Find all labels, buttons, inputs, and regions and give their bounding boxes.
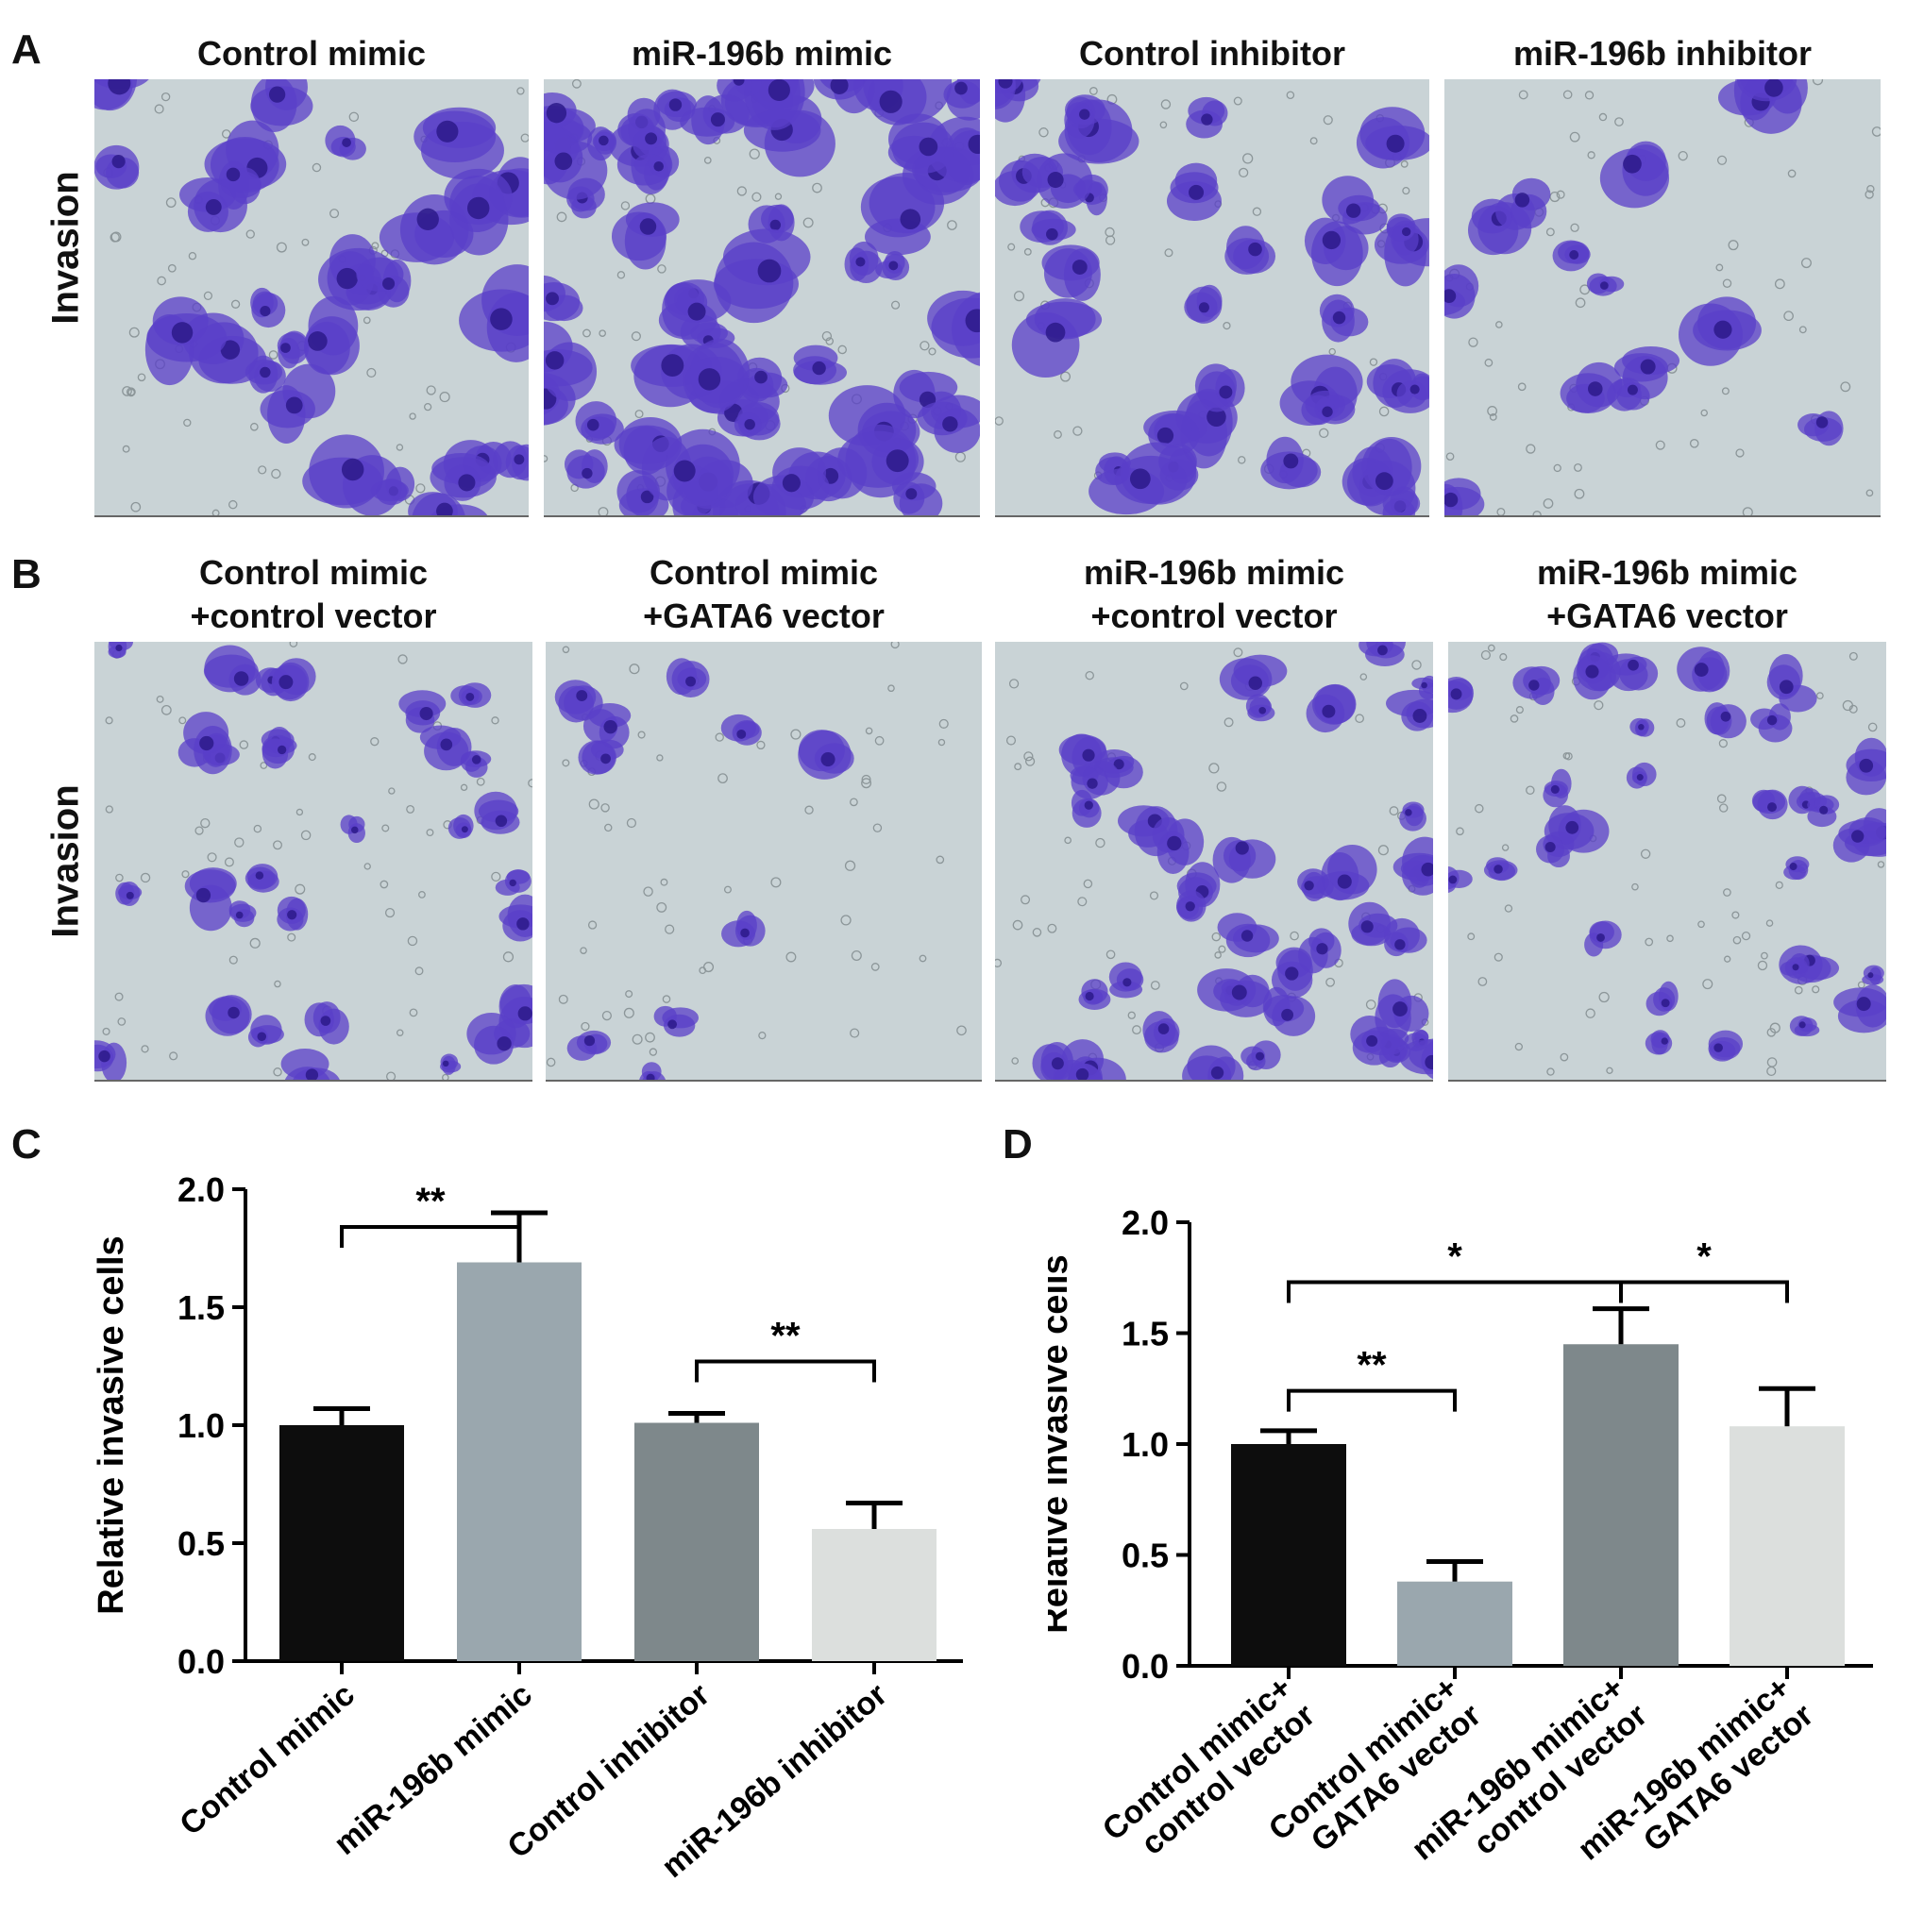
bar (457, 1262, 582, 1661)
panel-label-a: A (11, 26, 42, 73)
significance-bracket (695, 1359, 876, 1383)
significance-bracket (1619, 1280, 1789, 1303)
panel-b-title-3: miR-196b mimic +control vector (1083, 553, 1345, 635)
micrograph-mir196b-mimic-gata6-vector (1448, 642, 1886, 1082)
bar (279, 1425, 404, 1661)
y-tick-label: 1.0 (1122, 1425, 1169, 1464)
y-axis-label: Relative invasive cells (1048, 1254, 1075, 1633)
y-tick-label: 0.5 (177, 1524, 225, 1563)
y-tick-label: 1.0 (177, 1406, 225, 1445)
panel-a-title-2: miR-196b mimic (631, 34, 893, 73)
panel-a-title-3: Control inhibitor (1079, 34, 1345, 73)
significance-label: ** (770, 1316, 801, 1357)
bar (634, 1422, 759, 1661)
micrograph-image (94, 642, 532, 1080)
significance-label: * (1696, 1235, 1712, 1277)
y-tick-label: 0.0 (177, 1642, 225, 1681)
micrograph-mir196b-mimic (544, 79, 980, 517)
bar (812, 1529, 937, 1661)
panel-a-title-4: miR-196b inhibitor (1512, 34, 1813, 73)
micrograph-image (995, 642, 1433, 1080)
panel-b-title-2: Control mimic +GATA6 vector (643, 553, 885, 635)
panel-label-b: B (11, 551, 42, 597)
micrograph-image (546, 642, 982, 1080)
y-tick-label: 0.0 (1122, 1647, 1169, 1686)
micrograph-control-mimic-gata6-vector (546, 642, 982, 1082)
bar (1231, 1444, 1346, 1666)
significance-label: ** (415, 1181, 446, 1222)
significance-bracket (1287, 1388, 1457, 1412)
panel-b-row-label: Invasion (44, 784, 87, 938)
panel-label-c: C (11, 1121, 42, 1168)
y-tick-label: 1.5 (177, 1288, 225, 1327)
micrograph-mir196b-mimic-control-vector (995, 642, 1433, 1082)
significance-bracket (1287, 1280, 1623, 1303)
bar (1563, 1344, 1679, 1666)
micrograph-control-mimic-control-vector (94, 642, 532, 1082)
panel-a-row-label: Invasion (44, 171, 87, 325)
y-tick-label: 2.0 (1122, 1203, 1169, 1242)
panel-a-title-1: Control mimic (196, 34, 426, 73)
micrograph-image (1448, 642, 1886, 1080)
y-axis-label: Relative invasive cells (94, 1235, 131, 1614)
panel-b-title-4: miR-196b mimic +GATA6 vector (1536, 553, 1798, 635)
micrograph-image (995, 79, 1429, 515)
bar-chart-c: 0.0 0.5 1.0 1.5 2.0 Relative invasive cells Co… (94, 1170, 963, 1885)
y-tick-label: 2.0 (177, 1170, 225, 1209)
panel-b-title-1: Control mimic +control vector (190, 553, 437, 635)
micrograph-control-mimic (94, 79, 529, 517)
significance-label: * (1447, 1235, 1462, 1277)
panel-label-d: D (1003, 1121, 1033, 1168)
micrograph-image (94, 79, 529, 515)
micrograph-image (1444, 79, 1881, 515)
bar (1730, 1426, 1845, 1666)
bar (1397, 1581, 1512, 1666)
significance-bracket (340, 1225, 521, 1248)
micrograph-mir196b-inhibitor (1444, 79, 1881, 517)
y-tick-label: 0.5 (1122, 1537, 1169, 1575)
significance-label: ** (1357, 1345, 1387, 1386)
y-tick-label: 1.5 (1122, 1315, 1169, 1353)
micrograph-image (544, 79, 980, 515)
x-tick-label: Control mimic (173, 1676, 362, 1842)
micrograph-control-inhibitor (995, 79, 1429, 517)
